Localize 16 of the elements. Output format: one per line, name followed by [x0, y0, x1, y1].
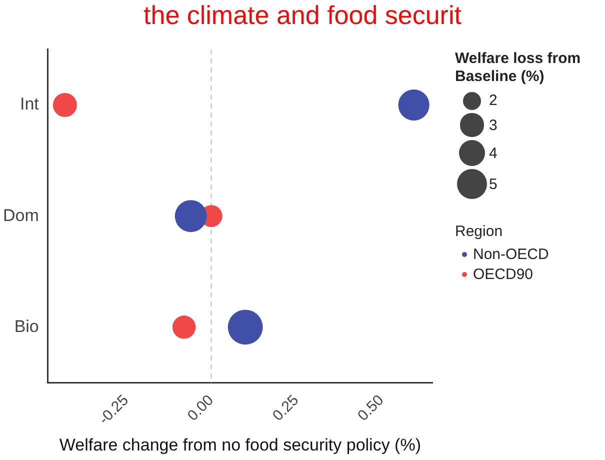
legend-label: OECD90	[473, 266, 534, 284]
x-tick-label: 0.50	[354, 392, 388, 424]
y-tick-label: Int	[20, 94, 40, 114]
legend-label: 5	[489, 176, 498, 193]
legend-title: Region	[455, 222, 504, 241]
text: Welfare loss from Baseline (%)	[455, 50, 582, 86]
legend-label: Non-OECD	[473, 246, 549, 264]
x-axis-title: Welfare change from no food security policy (%)	[59, 435, 421, 454]
legend-label: 2	[489, 92, 498, 110]
legend-label: 3	[489, 116, 498, 134]
x-tick-label: 0.25	[269, 392, 302, 424]
chart-title: the climate and food securit	[142, 0, 462, 30]
y-tick-label: Bio	[14, 316, 39, 336]
legend-label: 4	[489, 144, 498, 162]
x-tick-label: 0.00	[184, 392, 218, 424]
y-tick-label: Dom	[2, 206, 39, 225]
